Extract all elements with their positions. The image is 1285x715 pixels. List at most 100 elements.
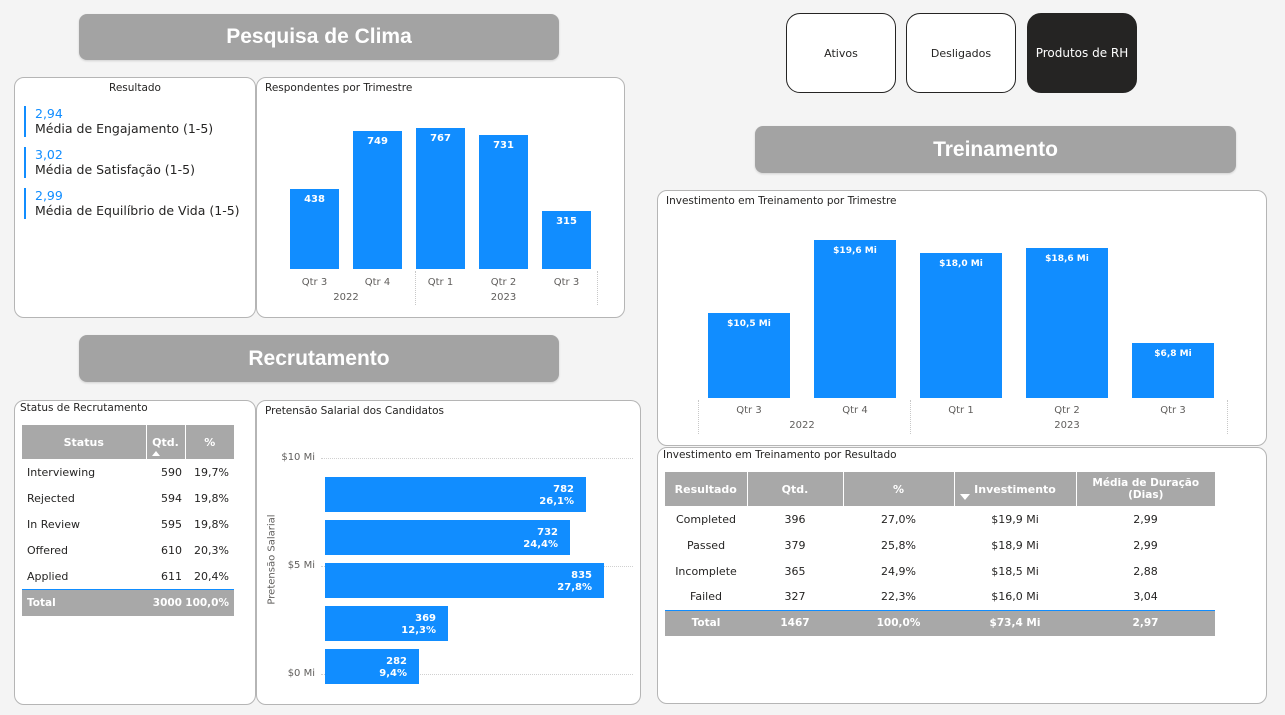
- gridline: [321, 674, 633, 675]
- respondentes-chart: 438 Qtr 3 749 Qtr 4 767 Qtr 1 731 Qtr 2 315 Qtr 3…: [257, 78, 626, 319]
- qtd-cell: 379: [784, 538, 806, 552]
- table-row[interactable]: Incomplete 365 24,9% $18,5 Mi 2,88: [665, 558, 1215, 584]
- qtd-cell: 327: [784, 590, 806, 604]
- x-group-separator: [910, 400, 911, 434]
- total-qtd: 1467: [747, 610, 843, 636]
- table-row[interactable]: Interviewing 590 19,7%: [22, 459, 234, 485]
- banner-recrutamento: Recrutamento: [79, 335, 559, 382]
- x-tick-label: Qtr 1: [427, 277, 454, 288]
- percent-cell: 20,4%: [194, 570, 229, 584]
- column-header-investimento[interactable]: Investimento: [954, 472, 1077, 506]
- kpi-value: 3,02: [35, 147, 63, 162]
- column-header-status[interactable]: Status: [22, 425, 147, 459]
- chart-title: Respondentes por Trimestre: [265, 82, 413, 94]
- investimento-cell: $18,9 Mi: [991, 538, 1039, 552]
- respondentes-chart-panel: Respondentes por Trimestre 438 Qtr 3 749 Qt…: [256, 77, 625, 318]
- table-title: Investimento em Treinamento por Resultad…: [663, 449, 897, 461]
- bar-data-label: 767: [430, 133, 451, 144]
- column-header-label: Qtd.: [152, 435, 179, 449]
- percent-cell: 19,7%: [194, 465, 229, 479]
- bar-data-label: 749: [367, 136, 388, 147]
- chart-bar: [542, 211, 591, 269]
- banner-pesquisa-clima: Pesquisa de Clima: [79, 14, 559, 60]
- column-header-percent[interactable]: %: [185, 425, 234, 459]
- nav-button-produtos-rh[interactable]: Produtos de RH: [1027, 13, 1137, 93]
- bar-data-label: 731: [493, 140, 514, 151]
- investimento-resultado-panel: Investimento em Treinamento por Resultad…: [657, 447, 1267, 704]
- nav-button-desligados[interactable]: Desligados: [906, 13, 1016, 93]
- table-row[interactable]: Completed 396 27,0% $19,9 Mi 2,99: [665, 506, 1215, 532]
- bar-data-label: $6,8 Mi: [1154, 349, 1192, 359]
- table-title: Status de Recrutamento: [20, 402, 148, 414]
- total-label: Total: [665, 610, 747, 636]
- resultado-cell: Incomplete: [675, 564, 737, 578]
- total-media-duracao: 2,97: [1076, 610, 1215, 636]
- percent-cell: 20,3%: [194, 544, 229, 558]
- status-recrutamento-table: Status Qtd. % Interviewing 590 19,7% Reject…: [22, 425, 234, 616]
- investimento-trimestre-panel: Investimento em Treinamento por Trimestr…: [657, 190, 1267, 446]
- resultado-panel: Resultado 2,94 Média de Engajamento (1-5…: [14, 77, 256, 318]
- sort-ascending-icon: [151, 451, 160, 456]
- percent-cell: 24,9%: [881, 564, 916, 578]
- chart-title: Investimento em Treinamento por Trimestr…: [666, 195, 897, 207]
- x-tick-label: Qtr 1: [948, 405, 974, 416]
- column-header-media-duracao[interactable]: Média de Duração (Dias): [1076, 472, 1215, 506]
- total-investimento: $73,4 Mi: [954, 610, 1076, 636]
- chart-title: Pretensão Salarial dos Candidatos: [265, 405, 444, 417]
- total-label: Total: [22, 589, 146, 616]
- table-row[interactable]: In Review 595 19,8%: [22, 511, 234, 537]
- media-duracao-cell: 2,99: [1133, 512, 1158, 526]
- bar-percent-label: 26,1%: [539, 496, 574, 507]
- table-row[interactable]: Failed 327 22,3% $16,0 Mi 3,04: [665, 584, 1215, 610]
- chart-bar: 282 9,4%: [325, 649, 419, 684]
- chart-bar: [1026, 248, 1108, 398]
- x-tick-label: Qtr 3: [1160, 405, 1186, 416]
- bar-value-label: 732: [537, 527, 558, 538]
- status-cell: In Review: [27, 517, 80, 531]
- qtd-cell: 396: [784, 512, 806, 526]
- pretensao-salarial-panel: Pretensão Salarial dos Candidatos Preten…: [256, 400, 641, 705]
- kpi-label: Média de Engajamento (1-5): [35, 121, 214, 136]
- investimento-cell: $19,9 Mi: [991, 512, 1039, 526]
- x-group-label: 2023: [1054, 420, 1080, 431]
- table-row[interactable]: Rejected 594 19,8%: [22, 485, 234, 511]
- x-group-separator: [1227, 400, 1228, 434]
- qtd-cell: 594: [161, 491, 182, 505]
- table-row[interactable]: Offered 610 20,3%: [22, 538, 234, 564]
- banner-treinamento: Treinamento: [755, 126, 1236, 173]
- percent-cell: 19,8%: [194, 491, 229, 505]
- kpi-value: 2,99: [35, 188, 63, 203]
- x-group-separator: [698, 400, 699, 434]
- chart-bar: [814, 240, 896, 398]
- percent-cell: 19,8%: [194, 517, 229, 531]
- y-tick-label: $5 Mi: [287, 560, 315, 571]
- chart-bar: 835 27,8%: [325, 563, 604, 598]
- total-qtd: 3000: [146, 589, 185, 616]
- chart-bar: [920, 253, 1002, 398]
- bar-data-label: 315: [556, 216, 577, 227]
- y-tick-label: $0 Mi: [287, 668, 315, 679]
- nav-button-ativos[interactable]: Ativos: [786, 13, 896, 93]
- x-tick-label: Qtr 2: [1054, 405, 1080, 416]
- column-header-qtd[interactable]: Qtd.: [747, 472, 844, 506]
- qtd-cell: 611: [161, 570, 182, 584]
- bar-value-label: 782: [553, 484, 574, 495]
- x-group-label: 2022: [789, 420, 815, 431]
- chart-bar: 782 26,1%: [325, 477, 586, 512]
- investimento-cell: $16,0 Mi: [991, 590, 1039, 604]
- column-header-percent[interactable]: %: [843, 472, 955, 506]
- x-group-separator: [415, 271, 416, 305]
- x-tick-label: Qtr 3: [301, 277, 328, 288]
- column-header-resultado[interactable]: Resultado: [665, 472, 748, 506]
- bar-percent-label: 24,4%: [523, 539, 558, 550]
- x-tick-label: Qtr 2: [490, 277, 517, 288]
- column-header-qtd[interactable]: Qtd.: [146, 425, 186, 459]
- chart-bar: [708, 313, 790, 398]
- bar-percent-label: 12,3%: [401, 625, 436, 636]
- table-row[interactable]: Passed 379 25,8% $18,9 Mi 2,99: [665, 532, 1215, 558]
- qtd-cell: 610: [161, 544, 182, 558]
- media-duracao-cell: 3,04: [1133, 590, 1158, 604]
- table-row[interactable]: Applied 611 20,4%: [22, 564, 234, 590]
- kpi-engajamento: 2,94 Média de Engajamento (1-5): [24, 106, 213, 137]
- x-group-separator: [597, 271, 598, 305]
